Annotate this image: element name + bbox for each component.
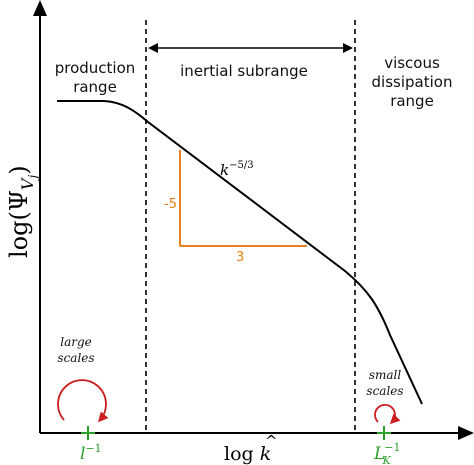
x-axis-arrowhead bbox=[458, 426, 474, 440]
production-range-label-line1: production bbox=[55, 59, 136, 77]
viscous-range-label-line2: dissipation bbox=[372, 73, 453, 91]
viscous-range-label-line1: viscous bbox=[384, 54, 440, 72]
y-axis-arrowhead bbox=[33, 0, 47, 16]
viscous-range-label-line3: range bbox=[390, 92, 434, 110]
tick-right bbox=[377, 426, 391, 440]
production-range-label-line2: range bbox=[73, 78, 117, 96]
slope-rise-label: -5 bbox=[164, 197, 177, 212]
small-scales-clockwise-arrow-icon bbox=[374, 403, 401, 425]
small-scales-label-line2: scales bbox=[366, 384, 403, 398]
x-axis-label-hat: ^ bbox=[265, 432, 278, 450]
tick-right-label: L−1 K bbox=[373, 441, 401, 465]
slope-triangle bbox=[179, 150, 307, 247]
slope-run-label: 3 bbox=[236, 250, 244, 265]
energy-spectrum-curve bbox=[57, 100, 423, 405]
large-scales-clockwise-arrow-icon bbox=[57, 379, 109, 423]
large-scales-label-line2: scales bbox=[57, 351, 94, 365]
tick-left-label: l−1 bbox=[80, 442, 102, 464]
slope-label: k−5/3 bbox=[220, 160, 254, 179]
y-axis-label: log(ΨVj) bbox=[5, 165, 40, 258]
x-axis-label: log k bbox=[224, 443, 271, 465]
small-scales-label-line1: small bbox=[369, 368, 402, 382]
inertial-subrange-label: inertial subrange bbox=[180, 62, 308, 80]
tick-left bbox=[81, 426, 95, 440]
large-scales-label-line1: large bbox=[60, 335, 92, 349]
